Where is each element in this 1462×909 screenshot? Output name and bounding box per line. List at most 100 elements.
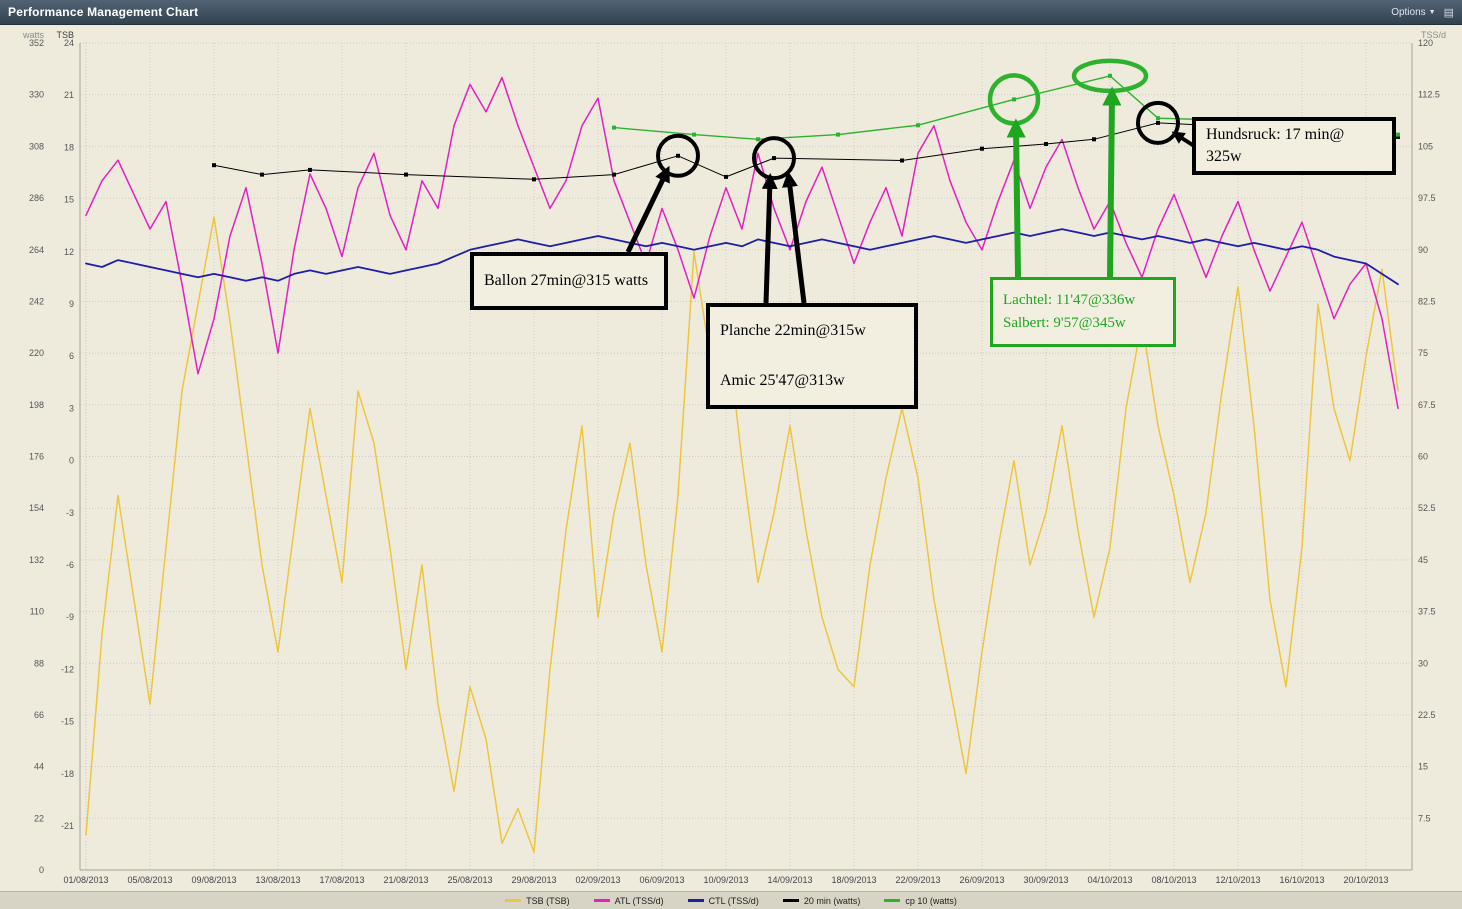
watts-tick-label: 132 bbox=[29, 555, 44, 565]
date-tick-label: 08/10/2013 bbox=[1151, 875, 1196, 885]
pmc-chart-area: watts TSB TSS/d 0 22 44 66 88 110 132 154 176 198 220… bbox=[0, 25, 1462, 909]
series-tsb bbox=[85, 216, 1399, 853]
ballon-arrow bbox=[625, 165, 670, 254]
tsb-tick-label: 24 bbox=[64, 38, 74, 48]
tsb-axis-title: TSB bbox=[56, 30, 74, 40]
menu-icon[interactable]: ▤ bbox=[1443, 6, 1454, 19]
tssd-tick-label: 75 bbox=[1418, 348, 1428, 358]
tssd-tick-label: 105 bbox=[1418, 141, 1433, 151]
hundsruck-circle bbox=[1136, 100, 1180, 145]
legend-item: TSB (TSB) bbox=[505, 896, 570, 906]
watts-tick-label: 198 bbox=[29, 400, 44, 410]
date-tick-label: 05/08/2013 bbox=[127, 875, 172, 885]
tsb-tick-label: 15 bbox=[64, 195, 74, 205]
legend-item: 20 min (watts) bbox=[782, 895, 861, 906]
date-tick-label: 04/10/2013 bbox=[1087, 875, 1132, 885]
date-tick-label: 14/09/2013 bbox=[767, 875, 812, 885]
tssd-tick-label: 37.5 bbox=[1418, 607, 1436, 617]
date-tick-label: 10/09/2013 bbox=[703, 875, 748, 885]
date-tick-label: 30/09/2013 bbox=[1023, 875, 1068, 885]
planche-callout-line: Planche 22min@315w bbox=[720, 322, 866, 339]
tssd-tick-label: 15 bbox=[1418, 762, 1428, 772]
series-atl bbox=[85, 76, 1399, 410]
plot-frame bbox=[79, 43, 1413, 871]
legend-item: CTL (TSS/d) bbox=[687, 896, 759, 906]
chart-legend: TSB (TSB) ATL (TSS/d) CTL (TSS/d) 20 min (w… bbox=[0, 891, 1462, 909]
date-tick-label: 13/08/2013 bbox=[255, 875, 300, 885]
legend-swatch bbox=[687, 899, 704, 902]
legend-item: ATL (TSS/d) bbox=[593, 895, 664, 906]
planche-arrow bbox=[782, 171, 807, 304]
date-tick-label: 21/08/2013 bbox=[383, 875, 428, 885]
date-tick-label: 26/09/2013 bbox=[959, 875, 1004, 885]
watts-tick-label: 330 bbox=[29, 90, 44, 100]
watts-axis-title: watts bbox=[22, 30, 45, 40]
tsb-tick-label: 18 bbox=[64, 142, 74, 152]
planche-callout-line: Amic 25'47@313w bbox=[720, 372, 845, 389]
tssd-tick-label: 45 bbox=[1418, 555, 1428, 565]
legend-label: 20 min (watts) bbox=[803, 895, 861, 906]
climbs-arrow bbox=[1102, 86, 1122, 278]
climbs-callout-line: Lachtel: 11'47@336w bbox=[1003, 292, 1136, 309]
planche-arrow bbox=[761, 173, 778, 304]
window-titlebar: Performance Management Chart Options ▼ ▤ bbox=[0, 0, 1462, 25]
watts-tick-label: 308 bbox=[29, 141, 44, 151]
date-tick-label: 25/08/2013 bbox=[447, 875, 492, 885]
watts-tick-label: 0 bbox=[39, 865, 44, 875]
series-p20min bbox=[212, 120, 1400, 182]
date-tick-label: 01/08/2013 bbox=[63, 875, 108, 885]
tssd-tick-label: 7.5 bbox=[1418, 813, 1431, 823]
tssd-tick-label: 22.5 bbox=[1418, 710, 1436, 720]
date-tick-label: 17/08/2013 bbox=[319, 875, 364, 885]
watts-tick-label: 352 bbox=[29, 38, 44, 48]
tssd-tick-label: 112.5 bbox=[1418, 90, 1440, 100]
tsb-tick-label: -3 bbox=[66, 508, 74, 518]
hundsruck-callout: Hundsruck: 17 min@ 325w bbox=[1192, 117, 1396, 175]
pmc-chart-svg: watts TSB TSS/d 0 22 44 66 88 110 132 154 176 198 220… bbox=[22, 30, 1446, 885]
date-tick-label: 09/08/2013 bbox=[191, 875, 236, 885]
window-title: Performance Management Chart bbox=[8, 5, 199, 19]
tssd-tick-label: 82.5 bbox=[1418, 296, 1436, 306]
date-tick-label: 06/09/2013 bbox=[639, 875, 684, 885]
tssd-tick-label: 67.5 bbox=[1418, 400, 1436, 410]
ballon-circle bbox=[656, 133, 700, 178]
watts-tick-label: 242 bbox=[29, 296, 44, 306]
tssd-tick-label: 97.5 bbox=[1418, 193, 1436, 203]
series-ctl bbox=[85, 228, 1399, 286]
options-button[interactable]: Options ▼ bbox=[1391, 7, 1435, 18]
ballon-callout: Ballon 27min@315 watts bbox=[470, 252, 668, 310]
ballon-callout-line: Ballon 27min@315 watts bbox=[484, 272, 649, 289]
legend-label: cp 10 (watts) bbox=[905, 895, 957, 906]
tssd-axis-title: TSS/d bbox=[1421, 30, 1446, 40]
legend-label: ATL (TSS/d) bbox=[614, 895, 664, 906]
tsb-tick-label: 3 bbox=[69, 403, 74, 413]
watts-tick-label: 264 bbox=[29, 245, 44, 255]
chevron-down-icon: ▼ bbox=[1428, 8, 1436, 16]
climbs-callout-line: Salbert: 9'57@345w bbox=[1003, 315, 1126, 331]
watts-tick-label: 22 bbox=[34, 813, 44, 823]
planche-callout: Planche 22min@315w Amic 25'47@313w bbox=[706, 303, 918, 409]
tsb-tick-label: -15 bbox=[61, 717, 74, 727]
tssd-tick-label: 120 bbox=[1418, 38, 1433, 48]
date-tick-label: 12/10/2013 bbox=[1215, 875, 1260, 885]
tsb-tick-label: 6 bbox=[69, 351, 74, 361]
tsb-tick-label: 12 bbox=[64, 247, 74, 257]
climbs-arrow bbox=[1006, 118, 1026, 278]
tssd-tick-label: 30 bbox=[1418, 658, 1428, 668]
tsb-tick-label: -6 bbox=[66, 560, 74, 570]
legend-item: cp 10 (watts) bbox=[884, 896, 957, 906]
hundsruck-callout-line: 325w bbox=[1206, 148, 1242, 165]
watts-tick-label: 88 bbox=[34, 658, 44, 668]
tsb-tick-label: 9 bbox=[69, 299, 74, 309]
date-tick-label: 18/09/2013 bbox=[831, 875, 876, 885]
legend-swatch bbox=[782, 899, 799, 902]
tssd-tick-label: 52.5 bbox=[1418, 503, 1436, 513]
watts-tick-label: 44 bbox=[34, 762, 44, 772]
tsb-tick-label: 21 bbox=[64, 90, 74, 100]
legend-label: TSB (TSB) bbox=[526, 895, 570, 906]
tsb-tick-label: -21 bbox=[61, 821, 74, 831]
legend-swatch bbox=[505, 899, 522, 902]
tssd-tick-label: 90 bbox=[1418, 245, 1428, 255]
date-tick-label: 22/09/2013 bbox=[895, 875, 940, 885]
date-tick-label: 16/10/2013 bbox=[1279, 875, 1324, 885]
